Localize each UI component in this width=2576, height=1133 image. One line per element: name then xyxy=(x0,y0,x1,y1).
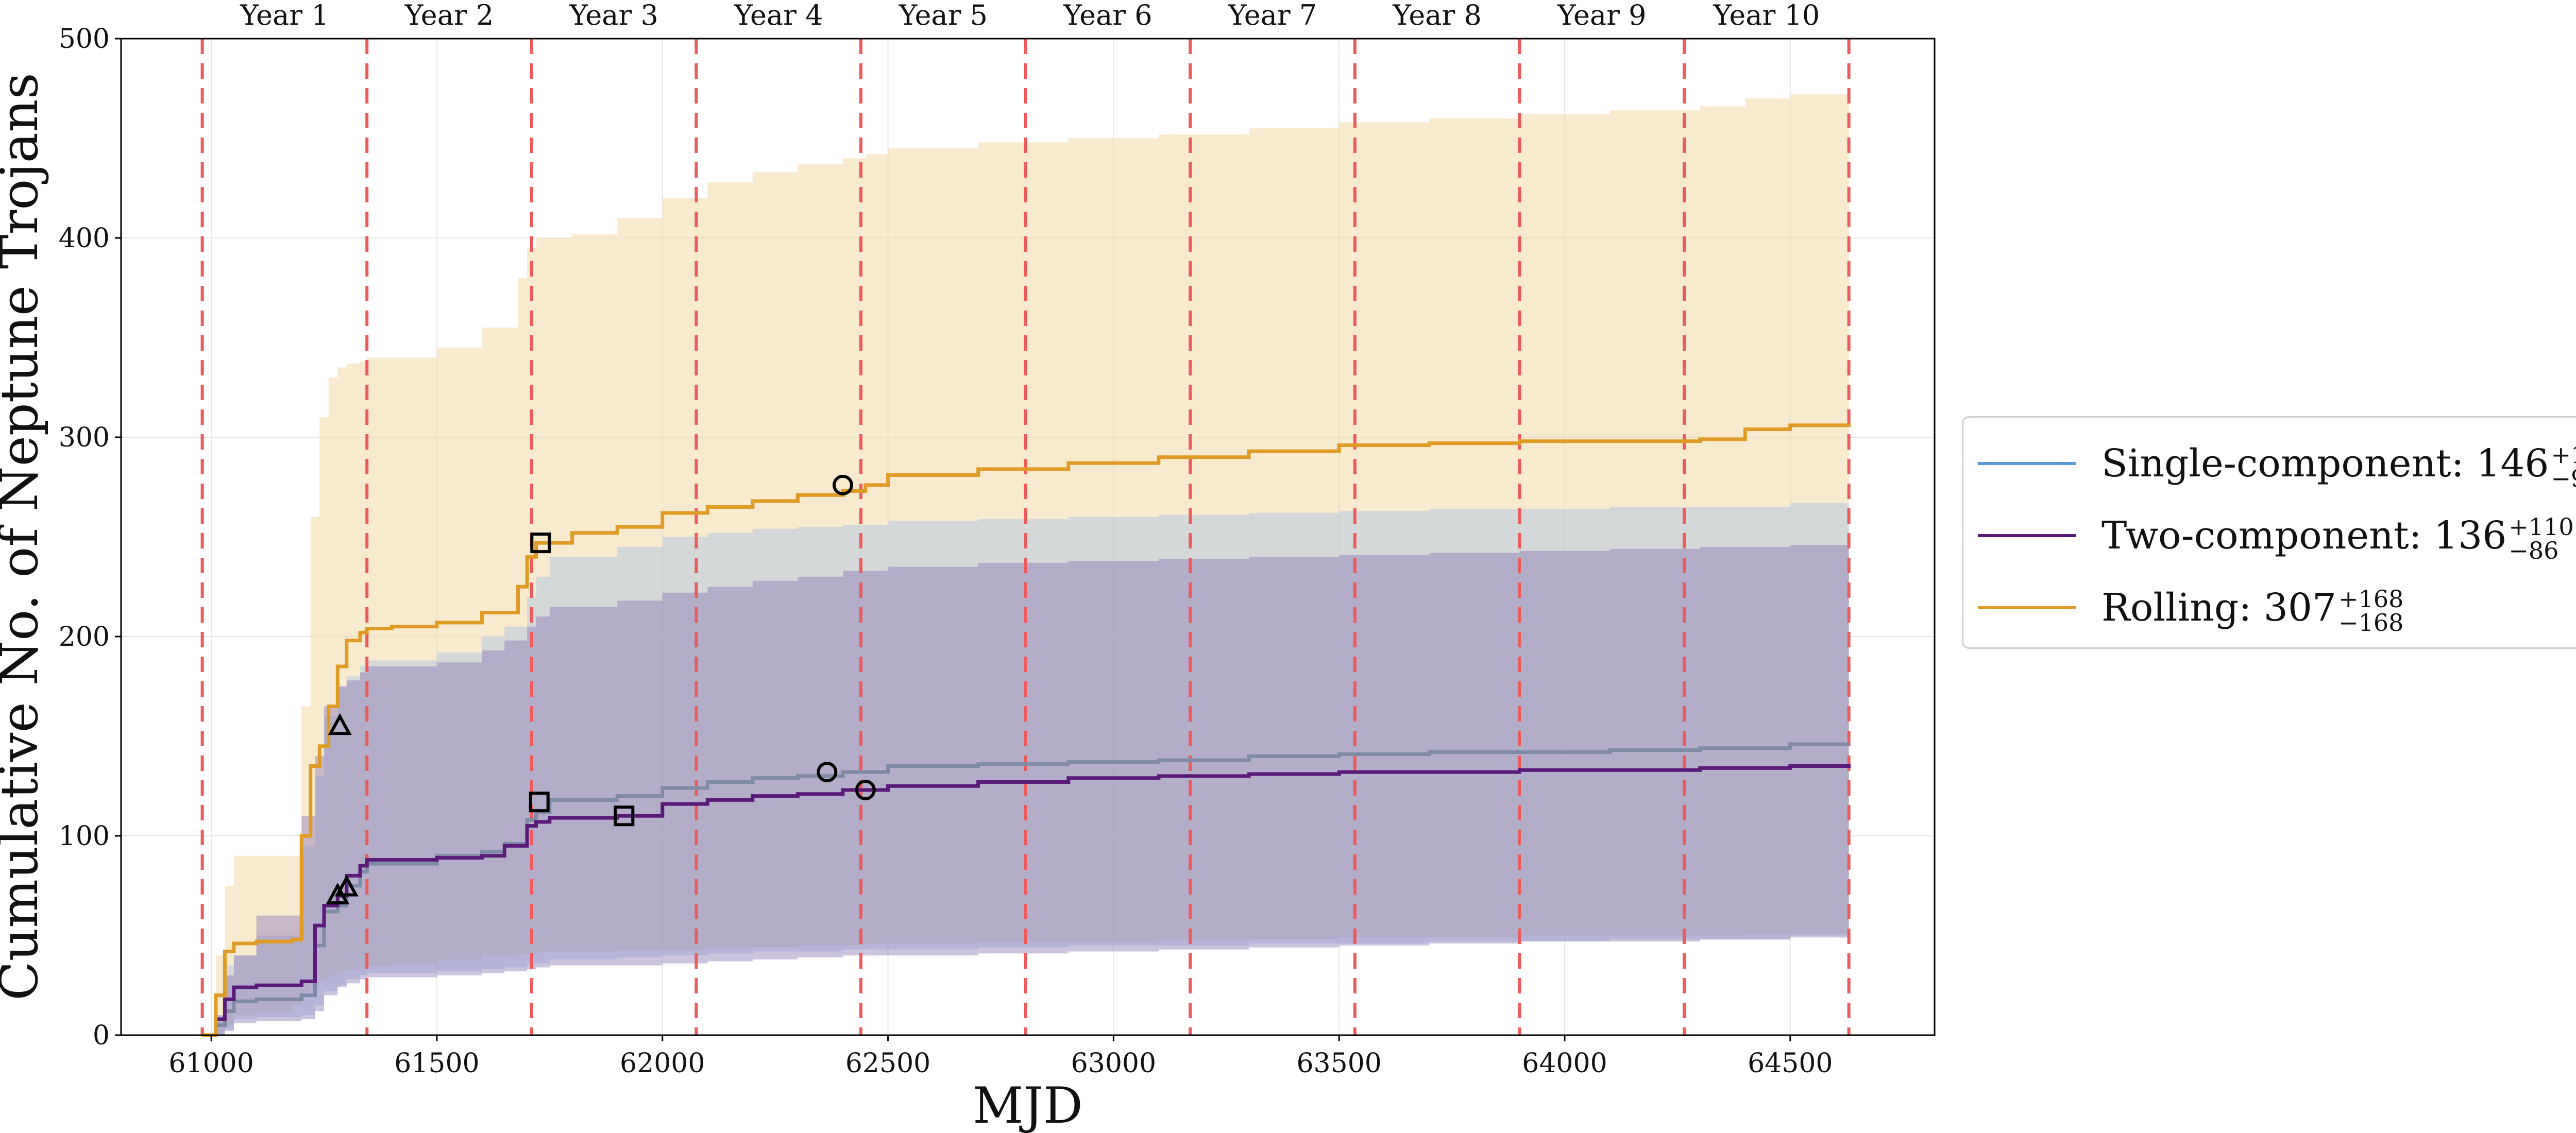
y-tick-label: 300 xyxy=(59,422,110,453)
marker-square xyxy=(530,533,551,554)
legend-item-single-component: Single-component: 146+120−95 xyxy=(1963,432,2576,494)
legend-item-two-component: Two-component: 136 +110 −86 xyxy=(1963,504,2576,566)
year-label: Year 9 xyxy=(1557,0,1646,31)
marker-circle xyxy=(832,474,853,495)
line-rolling xyxy=(202,423,1851,1037)
y-tick-label: 400 xyxy=(59,223,110,254)
legend-minus: −95 xyxy=(2551,464,2576,492)
year-label: Year 5 xyxy=(899,0,988,31)
legend-item-rolling: Rolling: 307 +168 −168 xyxy=(1963,576,2576,638)
marker-layer xyxy=(326,474,876,905)
y-tick-label: 200 xyxy=(59,622,110,653)
year-label: Year 3 xyxy=(569,0,658,31)
marker-circle xyxy=(855,779,876,800)
marker-triangle xyxy=(328,713,352,735)
legend-label-two-component: Two-component: 136 +110 −86 xyxy=(2102,512,2574,564)
series-line-layer xyxy=(202,423,1851,1037)
x-tick-label: 62000 xyxy=(620,1048,705,1079)
marker-triangle xyxy=(334,874,359,897)
legend-value: 146 xyxy=(2476,441,2549,486)
y-tick-label: 100 xyxy=(59,821,110,852)
legend-minus: −168 xyxy=(2338,608,2404,637)
legend-label-single-component: Single-component: 146+120−95 xyxy=(2102,441,2576,490)
year-label: Year 2 xyxy=(404,0,494,31)
tick-layer: 0 100 200 300 400 500 61000 61500 62000 62500 6300… xyxy=(59,24,1833,1079)
legend-name: Single-component xyxy=(2102,441,2451,486)
plot-frame xyxy=(120,38,1936,1036)
legend-value: 136 xyxy=(2434,513,2507,558)
year-label: Year 4 xyxy=(734,0,823,31)
legend-plus: +120 xyxy=(2551,440,2576,469)
legend-minus: −86 xyxy=(2509,536,2559,564)
year-label: Year 8 xyxy=(1392,0,1481,31)
y-axis-label: Cumulative No. of Neptune Trojans xyxy=(0,73,49,1001)
legend-label-rolling: Rolling: 307 +168 −168 xyxy=(2102,585,2404,637)
marker-square xyxy=(529,792,550,813)
year-label: Year 1 xyxy=(240,0,329,31)
x-tick-label: 61000 xyxy=(168,1048,253,1079)
year-label: Year 7 xyxy=(1228,0,1317,31)
x-tick-label: 62500 xyxy=(845,1048,930,1079)
x-tick-label: 61500 xyxy=(394,1048,479,1079)
year-label: Year 6 xyxy=(1063,0,1152,31)
legend-plus: +168 xyxy=(2338,585,2404,613)
legend-plus: +110 xyxy=(2509,512,2574,541)
y-tick-label: 500 xyxy=(59,24,110,55)
marker-circle xyxy=(817,762,838,783)
legend-name: Two-component xyxy=(2102,513,2409,558)
line-two-component xyxy=(202,764,1851,1037)
legend: Single-component: 146+120−95 Two-compone… xyxy=(1962,416,2576,649)
year-label-layer: Year 1 Year 2 Year 3 Year 4 Year 5 Year 6 Year… xyxy=(240,0,1820,31)
legend-line-single-component xyxy=(1978,462,2076,465)
x-tick-label: 63500 xyxy=(1296,1048,1381,1079)
x-axis-label: MJD xyxy=(973,1077,1083,1133)
legend-name: Rolling xyxy=(2102,586,2239,630)
x-tick-label: 63000 xyxy=(1071,1048,1156,1079)
legend-line-two-component xyxy=(1978,534,2076,537)
year-label: Year 10 xyxy=(1713,0,1820,31)
x-tick-label: 64000 xyxy=(1522,1048,1607,1079)
legend-line-rolling xyxy=(1978,606,2076,609)
marker-square xyxy=(614,805,635,827)
y-tick-label: 0 xyxy=(93,1020,110,1051)
legend-value: 307 xyxy=(2263,586,2337,630)
x-tick-label: 64500 xyxy=(1748,1048,1833,1079)
